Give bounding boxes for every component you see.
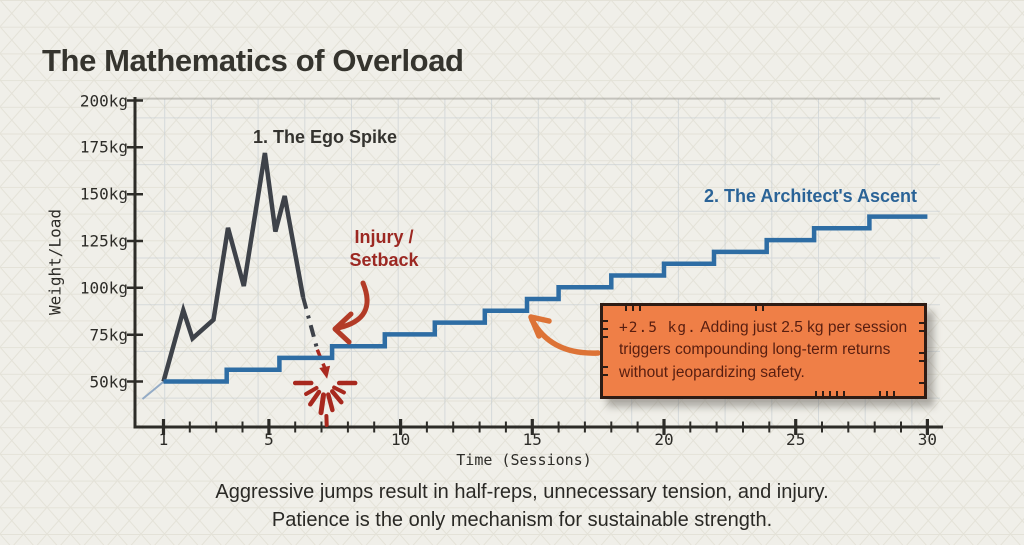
- burst-ray: [304, 386, 319, 396]
- y-tick-label: 175kg: [79, 137, 128, 157]
- hatch-tick-icon: [815, 391, 817, 399]
- x-tick-label: 30: [917, 430, 938, 449]
- hatch-tick-icon: [893, 391, 895, 399]
- hatch-tick-icon: [601, 366, 608, 368]
- injury-arrow-icon: [335, 280, 370, 331]
- callout-prefix: +2.5 kg.: [619, 320, 697, 336]
- y-tick-label: 125kg: [79, 231, 128, 251]
- x-axis-major-ticks: [161, 419, 929, 435]
- burst-ray: [332, 385, 346, 395]
- x-tick-label: 10: [390, 430, 411, 449]
- ego-spike-label: 1. The Ego Spike: [253, 127, 398, 147]
- y-tick-label: 75kg: [89, 325, 128, 345]
- callout-arrowhead-icon: [528, 314, 552, 339]
- y-axis-title: Weight/Load: [45, 209, 65, 315]
- hatch-tick-icon: [886, 391, 888, 399]
- page-title: The Mathematics of Overload: [42, 42, 464, 78]
- burst-ray: [318, 392, 326, 416]
- y-axis-ticks: [127, 99, 143, 383]
- injury-setback-label: Injury / Setback: [320, 226, 448, 272]
- x-tick-label: 5: [264, 430, 274, 449]
- hatch-tick-icon: [755, 304, 757, 311]
- ego-spike-dashed-fall: [301, 296, 320, 351]
- hatch-tick-icon: [919, 360, 926, 362]
- hatch-tick-icon: [632, 304, 634, 311]
- y-tick-label: 100kg: [79, 278, 128, 298]
- crash-dashed-arrow: [315, 349, 327, 370]
- hatch-tick-icon: [822, 391, 824, 399]
- burst-ray: [330, 389, 344, 405]
- architect-ascent-label: 2. The Architect's Ascent: [704, 186, 918, 206]
- crash-arrowhead-icon: [319, 365, 331, 379]
- hatch-tick-icon: [601, 320, 608, 322]
- hatch-tick-icon: [625, 304, 627, 311]
- injury-burst-icon: [292, 380, 358, 427]
- x-axis-title: Time (Sessions): [456, 451, 592, 469]
- y-tick-label: 200kg: [79, 91, 128, 110]
- hatch-tick-icon: [919, 382, 926, 384]
- footer-line-1: Aggressive jumps result in half-reps, un…: [215, 481, 829, 503]
- x-tick-label: 1: [158, 430, 169, 449]
- callout-text: Adding just 2.5 kg per session triggers …: [619, 319, 908, 381]
- hatch-tick-icon: [879, 391, 881, 399]
- hatch-tick-icon: [762, 304, 764, 311]
- hatch-tick-icon: [601, 336, 608, 338]
- hatch-tick-icon: [919, 322, 926, 324]
- hatch-tick-icon: [601, 374, 608, 376]
- hatch-tick-icon: [919, 352, 926, 354]
- injury-arrowhead-icon: [332, 311, 354, 345]
- footer-line-2: Patience is the only mechanism for susta…: [271, 509, 773, 531]
- burst-ray: [326, 392, 335, 413]
- injury-label-line1: Injury /: [354, 227, 414, 247]
- hatch-tick-icon: [601, 328, 608, 330]
- y-tick-label: 150kg: [79, 184, 128, 204]
- injury-label-line2: Setback: [349, 250, 419, 270]
- burst-ray: [308, 389, 322, 407]
- architect-line-tail: [141, 379, 166, 400]
- progression-callout-box: +2.5 kg. Adding just 2.5 kg per session …: [600, 303, 927, 400]
- hatch-tick-icon: [919, 330, 926, 332]
- hatch-tick-icon: [639, 304, 641, 311]
- x-tick-label: 25: [786, 430, 806, 449]
- hatch-tick-icon: [829, 391, 831, 399]
- hatch-tick-icon: [836, 391, 838, 399]
- x-tick-label: 15: [522, 430, 542, 449]
- y-tick-label: 50kg: [89, 372, 128, 391]
- hatch-tick-icon: [843, 391, 845, 399]
- plot-gridlines: [136, 99, 940, 427]
- architect-ascent-line: [163, 214, 928, 384]
- ego-spike-line: [161, 152, 306, 383]
- x-tick-label: 20: [654, 430, 674, 449]
